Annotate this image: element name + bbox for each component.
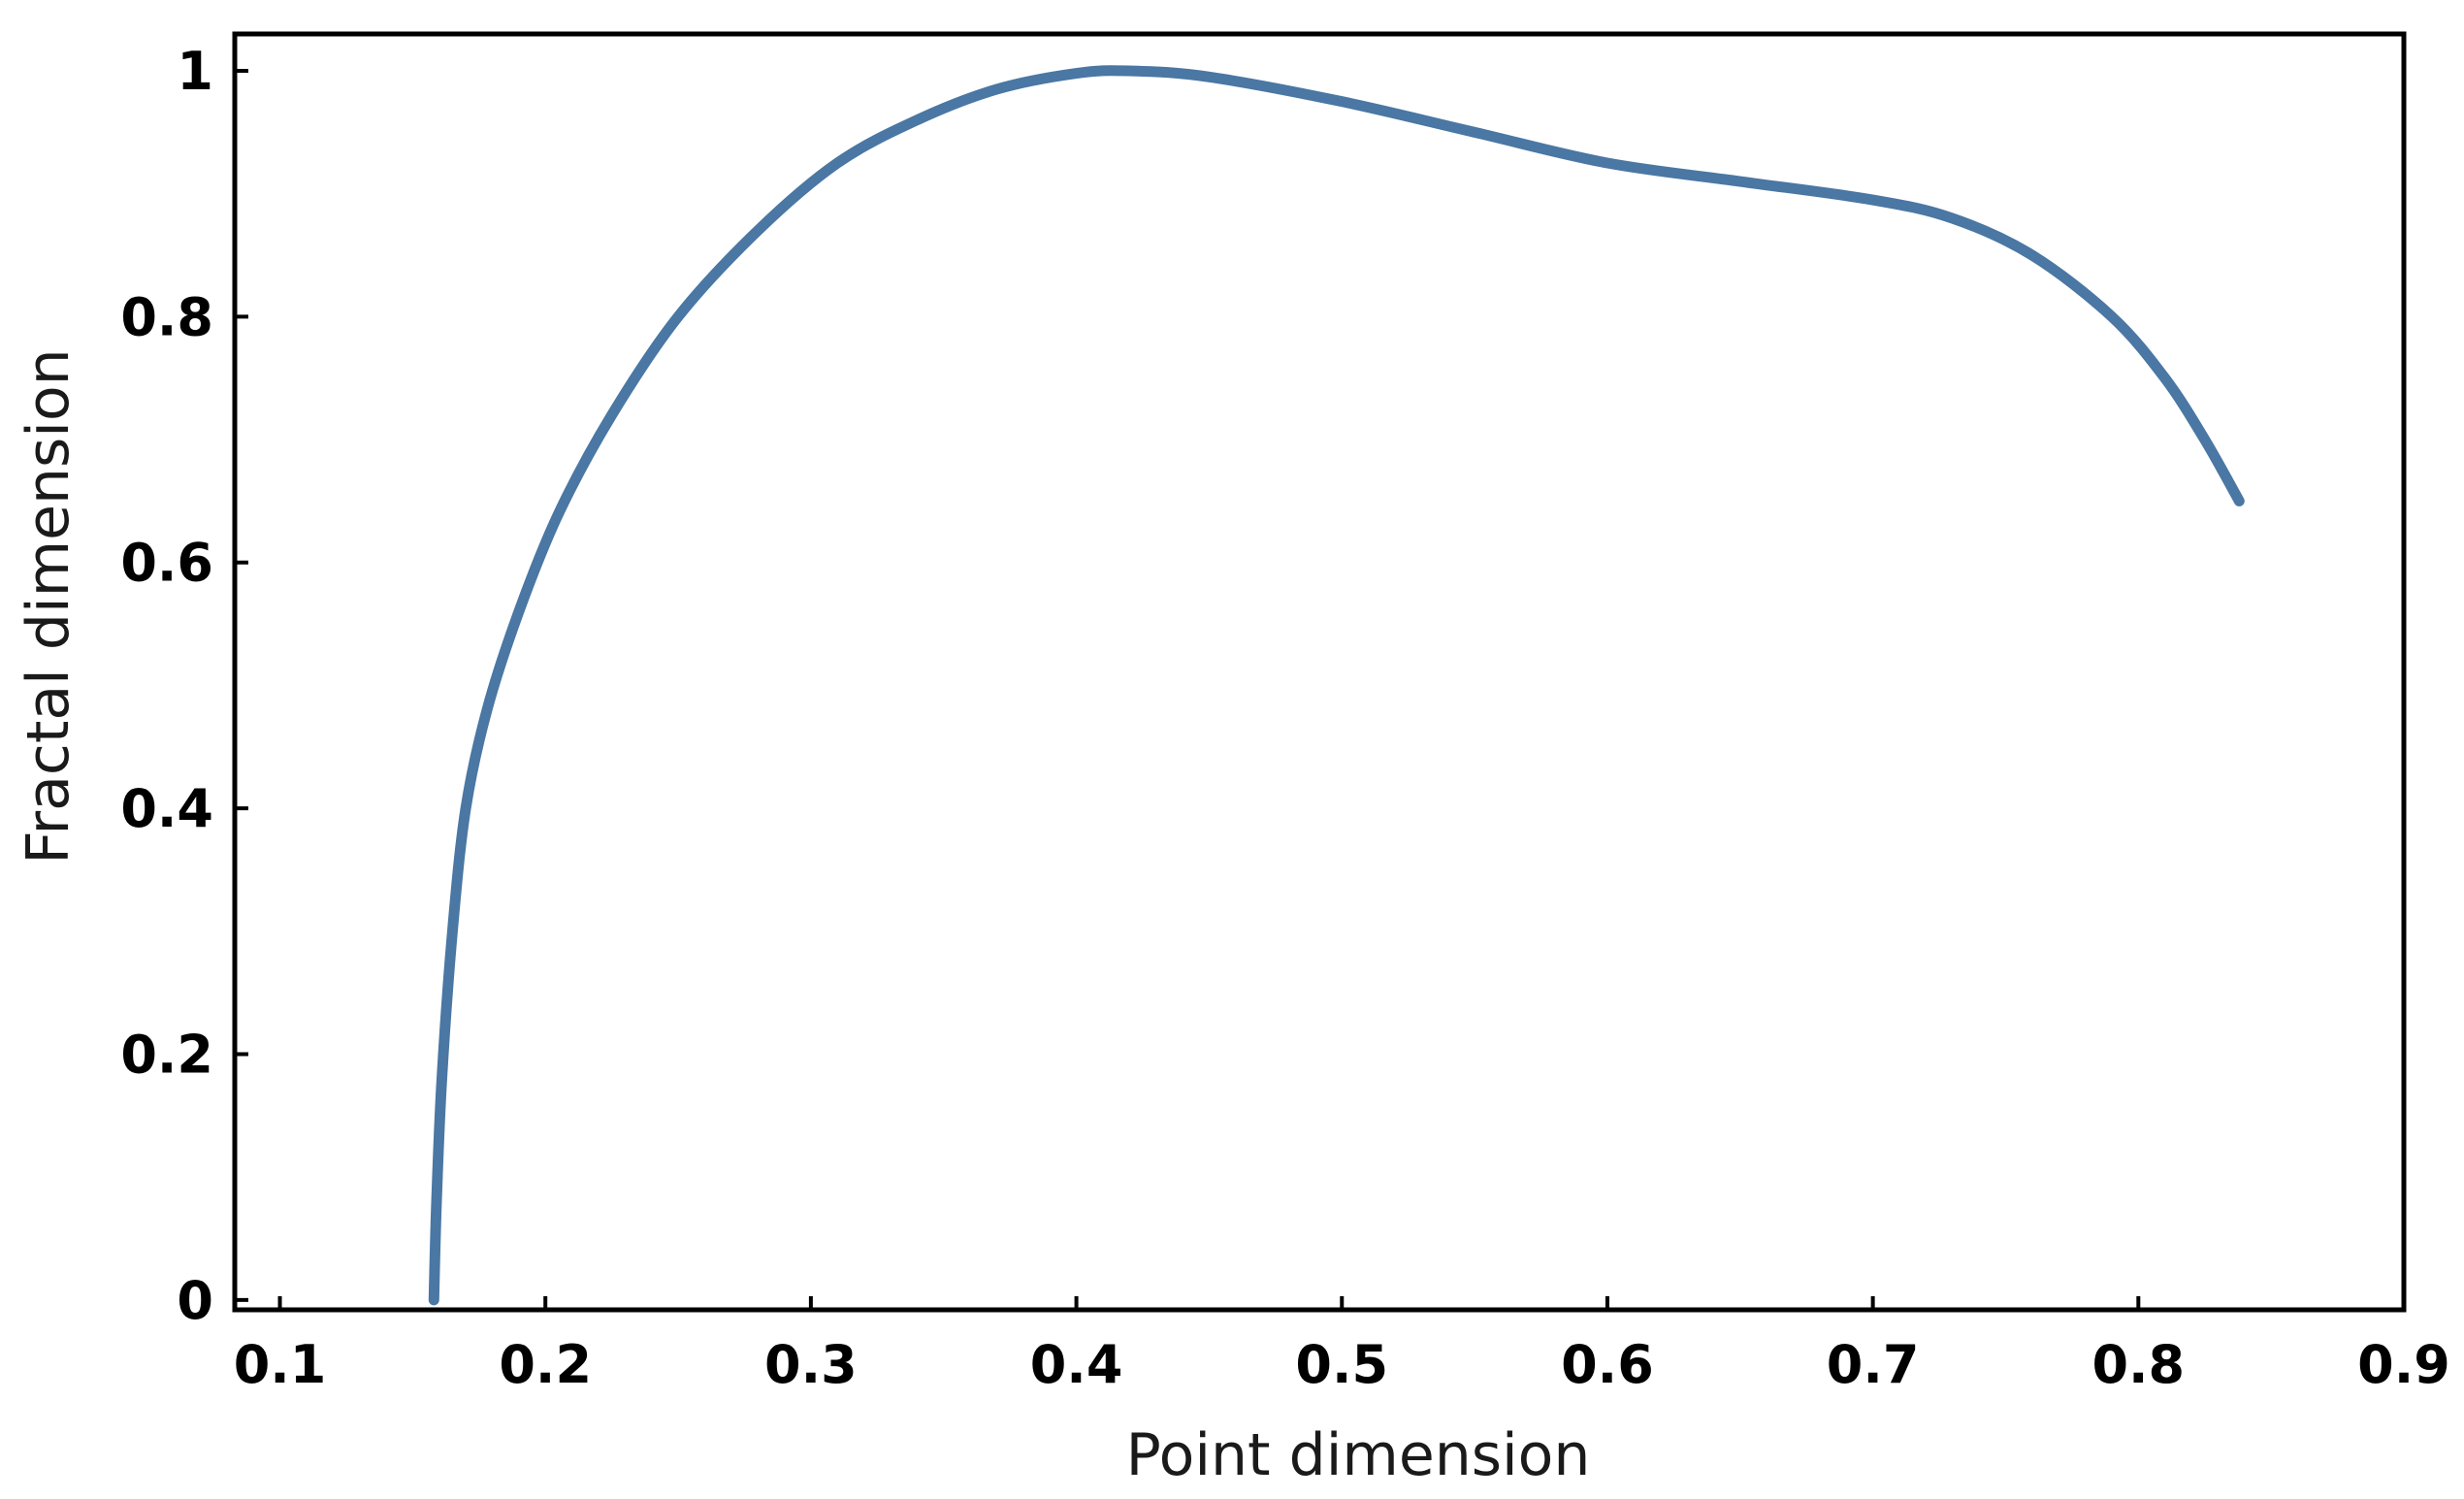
x-tick-label: 0.9 xyxy=(2357,1334,2450,1395)
y-tick-label: 0.2 xyxy=(120,1024,213,1085)
x-tick-label: 0.8 xyxy=(2091,1334,2185,1395)
y-tick-label: 0.4 xyxy=(120,778,213,839)
x-tick-label: 0.6 xyxy=(1561,1334,1654,1395)
y-tick-label: 0.8 xyxy=(120,286,213,347)
y-axis-ticks: 0 0.2 0.4 0.6 0.8 1 xyxy=(120,41,248,1331)
x-axis-ticks: 0.1 0.2 0.3 0.4 0.5 0.6 0.7 0.8 0.9 xyxy=(234,1296,2450,1395)
y-tick-label: 0.6 xyxy=(120,533,213,594)
plot-area-frame xyxy=(232,31,2407,1313)
x-tick-label: 0.7 xyxy=(1827,1334,1920,1395)
y-axis-title: Fractal dimension xyxy=(15,348,82,864)
x-tick-label: 0.5 xyxy=(1295,1334,1388,1395)
y-tick-label: 0 xyxy=(177,1270,213,1331)
series-line xyxy=(428,65,2245,1306)
x-tick-label: 0.4 xyxy=(1030,1334,1123,1395)
x-tick-label: 0.1 xyxy=(234,1334,327,1395)
x-tick-label: 0.2 xyxy=(499,1334,592,1395)
x-tick-label: 0.3 xyxy=(764,1334,858,1395)
x-axis-title: Point dimension xyxy=(1126,1421,1591,1489)
y-tick-label: 1 xyxy=(177,41,213,102)
